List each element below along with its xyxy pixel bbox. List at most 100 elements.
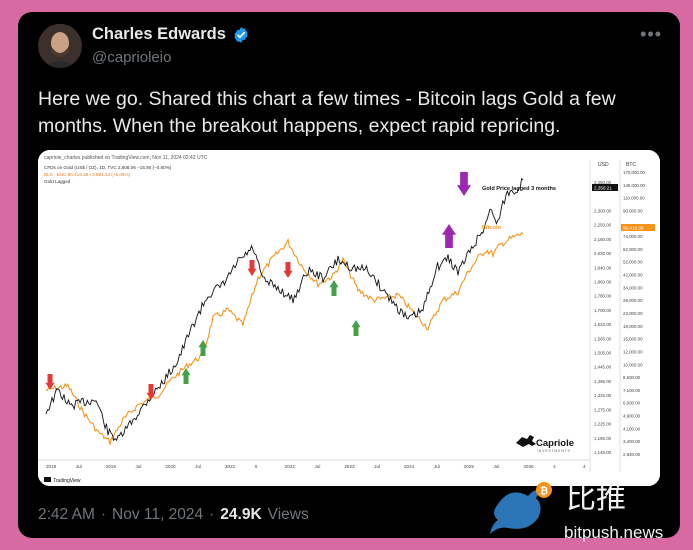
tradingview-chart: caprioie_charles published on TradingVie… <box>38 150 660 486</box>
verified-badge-icon <box>234 26 248 43</box>
chart-image[interactable]: caprioie_charles published on TradingVie… <box>38 150 660 486</box>
chart-header-line: caprioie_charles published on TradingVie… <box>44 155 208 161</box>
btc-tick-label: 23,000.00 <box>623 311 643 316</box>
x-tick-label: Jul <box>195 464 201 469</box>
usd-tick-label: 1,225.00 <box>594 422 612 427</box>
usd-tick-label: 1,780.00 <box>594 294 612 299</box>
x-tick-label: 2023 <box>344 464 355 469</box>
btc-axis-title: BTC <box>626 162 636 168</box>
btc-tick-label: 18,000.00 <box>623 324 643 329</box>
author-name[interactable]: Charles Edwards <box>92 25 226 43</box>
gold-lagged-line <box>45 231 524 445</box>
annotation-bitcoin: Bitcoin <box>482 225 502 231</box>
svg-text:INVESTMENTS: INVESTMENTS <box>537 449 571 453</box>
chart-legend-blx: BLX · BNC 80,418.38 +3,884.13 (+5.05%) <box>44 172 131 177</box>
usd-tick-label: 1,860.00 <box>594 279 612 284</box>
usd-tick-label: 2,250.00 <box>594 223 612 228</box>
up-arrow-marker <box>351 320 361 336</box>
svg-text:TradingView: TradingView <box>53 478 81 484</box>
svg-text:Capriole: Capriole <box>536 438 574 449</box>
x-tick-label: 2018 <box>46 464 57 469</box>
btc-tick-label: 2,840.00 <box>623 452 641 457</box>
author-handle[interactable]: @caprioleio <box>92 49 172 66</box>
usd-tick-label: 1,385.00 <box>594 379 612 384</box>
x-tick-label: Jul <box>494 464 500 469</box>
usd-tick-label: 1,505.00 <box>594 351 612 356</box>
btc-tick-label: 7,100.00 <box>623 388 641 393</box>
tweet-meta: 2:42 AM · Nov 11, 2024 · 24.9K Views <box>38 506 309 524</box>
down-arrow-marker <box>45 374 55 390</box>
usd-tick-label: 1,185.00 <box>594 436 612 441</box>
x-tick-label: 2022 <box>285 464 296 469</box>
btc-tick-label: 52,000.00 <box>623 260 643 265</box>
usd-price-tag-label: 2,358.21 <box>594 186 612 191</box>
usd-tick-label: 1,623.00 <box>594 322 612 327</box>
btc-tick-label: 12,000.00 <box>623 349 643 354</box>
usd-tick-label: 1,700.00 <box>594 308 612 313</box>
btc-tick-label: 15,000.00 <box>623 337 643 342</box>
tradingview-logo: TradingView <box>44 477 81 484</box>
x-tick-label: 5 <box>255 464 258 469</box>
meta-separator: · <box>209 506 215 523</box>
down-arrow-marker <box>247 260 257 276</box>
capriole-logo: Capriole INVESTMENTS <box>516 435 574 453</box>
btc-tick-label: 8,600.00 <box>623 375 641 380</box>
usd-tick-label: 2,160.00 <box>594 237 612 242</box>
tweet-card: Charles Edwards @caprioleio ••• Here we … <box>18 12 680 538</box>
down-arrow-marker <box>146 384 156 400</box>
up-arrow-marker <box>442 224 456 248</box>
usd-tick-label: 1,445.00 <box>594 365 612 370</box>
btc-tick-label: 74,000.00 <box>623 234 643 239</box>
x-tick-label: 2019 <box>106 464 117 469</box>
btc-price-tag-label: 80,418.38 <box>623 226 644 231</box>
usd-tick-label: 2,030.00 <box>594 251 612 256</box>
usd-tick-label: 1,275.00 <box>594 407 612 412</box>
usd-tick-label: 1,940.00 <box>594 265 612 270</box>
svg-text:₿: ₿ <box>540 485 548 497</box>
x-tick-label: 2026 <box>523 464 534 469</box>
down-arrow-marker <box>457 172 471 196</box>
bitpush-watermark-logo: ₿ 比推 bitpush.news <box>490 481 663 542</box>
btc-tick-label: 34,000.00 <box>623 285 643 290</box>
btc-tick-label: 90,000.00 <box>623 208 643 213</box>
usd-tick-label: 1,565.00 <box>594 336 612 341</box>
btc-tick-label: 170,000.00 <box>623 170 646 175</box>
x-tick-label: Jul <box>434 464 440 469</box>
svg-text:bitpush.news: bitpush.news <box>564 523 663 542</box>
usd-tick-label: 1,325.00 <box>594 393 612 398</box>
more-options-icon[interactable]: ••• <box>640 24 662 44</box>
bitcoin-line <box>45 177 524 442</box>
up-arrow-marker <box>329 280 339 296</box>
svg-text:比推: 比推 <box>566 481 626 516</box>
usd-tick-label: 2,450.00 <box>594 180 612 185</box>
btc-tick-label: 62,000.00 <box>623 247 643 252</box>
up-arrow-marker <box>181 368 191 384</box>
btc-tick-label: 3,400.00 <box>623 439 641 444</box>
views-label: Views <box>267 506 309 523</box>
btc-tick-label: 42,000.00 <box>623 273 643 278</box>
tweet-text: Here we go. Shared this chart a few time… <box>38 88 616 137</box>
x-tick-label: 2020 <box>165 464 176 469</box>
usd-axis-title: USD <box>598 162 609 168</box>
x-tick-label: Jul <box>136 464 142 469</box>
views-count: 24.9K <box>220 506 262 523</box>
usd-tick-label: 1,145.00 <box>594 450 612 455</box>
btc-tick-label: 10,000.00 <box>623 362 643 367</box>
btc-tick-label: 110,000.00 <box>623 196 645 201</box>
usd-price-tag <box>592 184 618 191</box>
chart-legend-lagged: Gold Lagged <box>44 179 71 184</box>
btc-tick-label: 4,100.00 <box>623 426 641 431</box>
chart-legend-gold: CFDs on Gold (US$ / OZ), 1D, TVC 2,608.0… <box>44 165 172 170</box>
btc-price-tag <box>621 224 655 231</box>
x-tick-label: 2025 <box>464 464 475 469</box>
x-tick-label: 4 <box>553 464 556 469</box>
x-tick-label: Jul <box>315 464 321 469</box>
tweet-date[interactable]: Nov 11, 2024 <box>112 506 204 523</box>
btc-tick-label: 4,900.00 <box>623 414 641 419</box>
meta-separator: · <box>100 506 107 523</box>
btc-tick-label: 140,000.00 <box>623 183 646 188</box>
avatar[interactable] <box>38 24 82 68</box>
tweet-time[interactable]: 2:42 AM <box>38 506 95 523</box>
btc-tick-label: 6,000.00 <box>623 401 641 406</box>
btc-tick-label: 28,000.00 <box>623 298 643 303</box>
